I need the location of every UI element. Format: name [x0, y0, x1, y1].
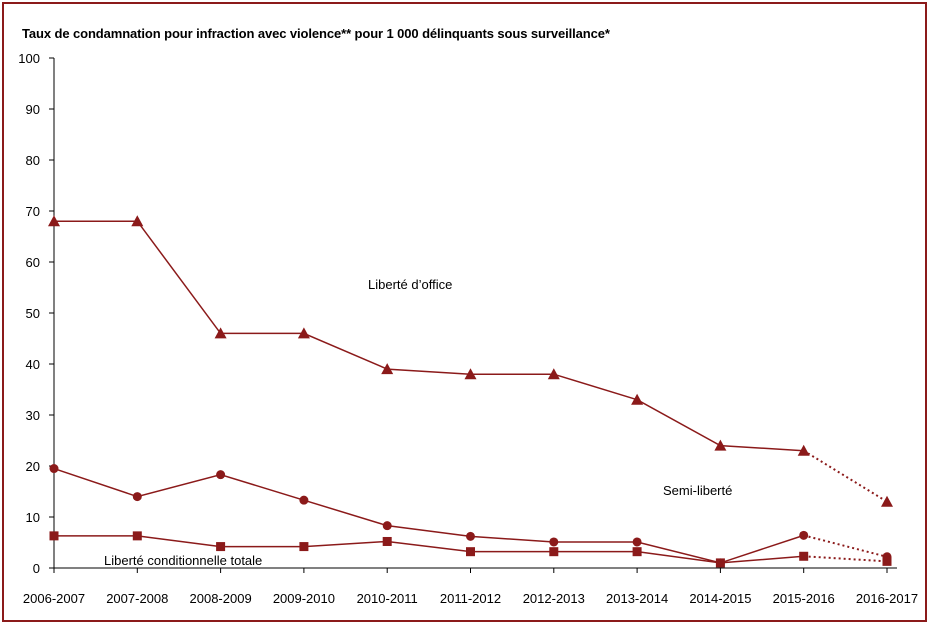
triangle-point	[131, 215, 144, 227]
square-point	[466, 547, 475, 557]
x-tick-label: 2014-2015	[689, 591, 751, 606]
x-tick-label: 2007-2008	[106, 591, 168, 606]
x-tick-label: 2016-2017	[856, 591, 918, 606]
circle-point	[382, 521, 392, 531]
circle-point	[466, 531, 475, 541]
series-annotation-label: Semi-liberté	[663, 483, 732, 498]
y-tick-label: 0	[33, 561, 40, 576]
triangle-point	[464, 368, 477, 380]
square-point	[549, 547, 559, 557]
series-markers	[48, 215, 893, 568]
series-dotted-segment-1	[803, 534, 888, 558]
chart-title: Taux de condamnation pour infraction ave…	[22, 26, 610, 41]
x-tick-label: 2008-2009	[190, 591, 252, 606]
y-tick-label: 30	[26, 408, 40, 423]
square-point	[882, 556, 892, 566]
series-line-0	[54, 220, 804, 452]
y-tick-label: 100	[18, 51, 40, 66]
series-annotation-label: Liberté d’office	[368, 277, 452, 292]
x-tick-label: 2015-2016	[773, 591, 835, 606]
circle-point	[549, 537, 559, 547]
y-tick-label: 40	[26, 357, 40, 372]
circle-point	[299, 495, 309, 505]
circle-point	[216, 470, 226, 480]
square-point	[382, 536, 392, 546]
series-dotted-segment-0	[803, 449, 888, 503]
triangle-point	[797, 444, 810, 456]
y-tick-label: 20	[26, 459, 40, 474]
square-point	[132, 531, 142, 541]
y-tick-label: 10	[26, 510, 40, 525]
square-point	[299, 542, 309, 552]
square-point	[715, 558, 725, 568]
circle-point	[799, 530, 809, 540]
triangle-point	[48, 215, 60, 227]
square-point	[49, 531, 59, 541]
chart-frame	[2, 2, 927, 622]
x-tick-label: 2010-2011	[357, 591, 418, 606]
x-tick-label: 2006-2007	[23, 591, 85, 606]
square-point	[216, 542, 226, 552]
series-annotation-label: Liberté conditionnelle totale	[104, 553, 262, 568]
x-tick-label: 2011-2012	[440, 591, 501, 606]
triangle-point	[547, 368, 560, 380]
circle-point	[132, 492, 142, 502]
axes	[49, 57, 897, 573]
triangle-point	[714, 439, 727, 451]
triangle-point	[214, 327, 227, 339]
y-tick-label: 80	[26, 153, 40, 168]
x-tick-label: 2012-2013	[523, 591, 585, 606]
triangle-point	[381, 363, 394, 375]
labels: 0 10 20 30 40 50 60 70 80 90 100 2006-2007 2007-2008…	[18, 51, 918, 606]
square-point	[632, 547, 642, 557]
circle-point	[49, 464, 59, 474]
triangle-point	[631, 393, 644, 405]
triangle-point	[297, 327, 310, 339]
circle-point	[632, 537, 642, 547]
triangle-point	[881, 495, 893, 507]
y-tick-label: 70	[26, 204, 40, 219]
series-line-2	[54, 535, 804, 564]
series-line-1	[53, 467, 804, 564]
x-tick-label: 2013-2014	[606, 591, 668, 606]
y-tick-label: 50	[26, 306, 40, 321]
x-tick-label: 2009-2010	[273, 591, 335, 606]
square-point	[799, 551, 809, 561]
series-lines	[53, 220, 888, 564]
series-dotted-segment-2	[803, 555, 888, 563]
y-tick-label: 90	[26, 102, 40, 117]
y-tick-label: 60	[26, 255, 40, 270]
